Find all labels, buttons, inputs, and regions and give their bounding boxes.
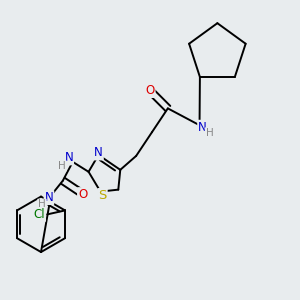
- Text: N: N: [64, 152, 73, 164]
- Text: Cl: Cl: [34, 208, 45, 221]
- Text: O: O: [146, 84, 154, 97]
- Text: N: N: [45, 191, 53, 204]
- Text: S: S: [98, 189, 106, 202]
- Text: H: H: [206, 128, 213, 138]
- Text: H: H: [58, 161, 66, 171]
- Text: O: O: [78, 188, 87, 201]
- Text: N: N: [198, 121, 207, 134]
- Text: H: H: [38, 200, 46, 209]
- Text: N: N: [94, 146, 103, 160]
